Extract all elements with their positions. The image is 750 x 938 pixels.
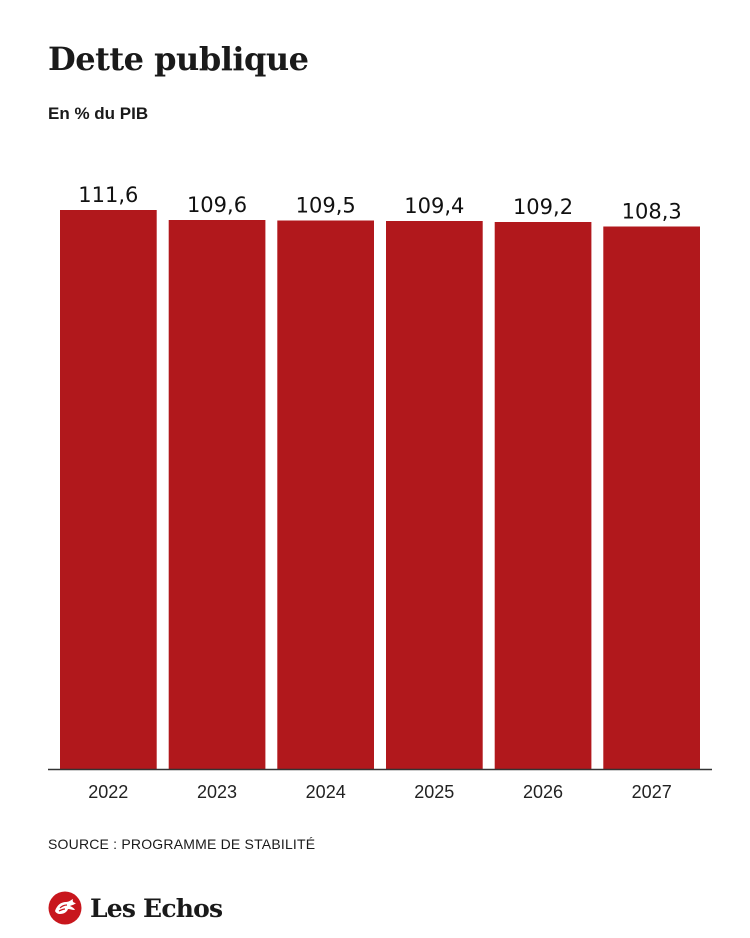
chart-title: Dette publique <box>48 40 309 78</box>
value-label-2027: 108,3 <box>622 200 682 224</box>
x-tick-label-2023: 2023 <box>197 782 237 802</box>
x-tick-label-2026: 2026 <box>523 782 563 802</box>
x-tick-label-2022: 2022 <box>88 782 128 802</box>
brand-logo: Les Echos <box>48 888 223 928</box>
x-tick-label-2027: 2027 <box>632 782 672 802</box>
bar-2027 <box>603 226 700 769</box>
source-note: SOURCE : PROGRAMME DE STABILITÉ <box>48 836 316 852</box>
les-echos-rooster-logo-icon <box>48 891 82 925</box>
value-label-2026: 109,2 <box>513 195 573 219</box>
value-label-2025: 109,4 <box>404 194 464 218</box>
value-label-2022: 111,6 <box>78 183 138 207</box>
chart-subtitle: En % du PIB <box>48 104 149 123</box>
value-label-2024: 109,5 <box>296 194 356 218</box>
bar-2023 <box>168 220 266 769</box>
x-tick-label-2024: 2024 <box>306 782 346 802</box>
bar-2025 <box>386 221 483 769</box>
bar-chart: 111,6 2022 109,6 2023 109,5 2024 109,4 2025 109,… <box>48 183 712 802</box>
bar-2024 <box>277 220 374 769</box>
bar-2026 <box>494 222 592 769</box>
bar-2022 <box>60 210 157 769</box>
value-label-2023: 109,6 <box>187 193 247 217</box>
x-tick-label-2025: 2025 <box>414 782 454 802</box>
brand-name: Les Echos <box>90 893 223 923</box>
